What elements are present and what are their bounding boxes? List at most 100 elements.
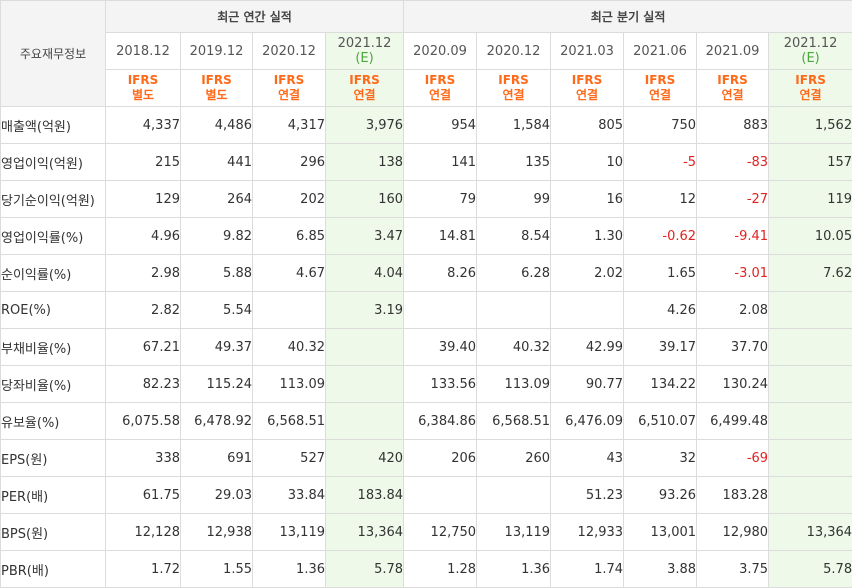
value-cell: 14.81 [404,218,477,255]
value-cell: 4,337 [106,107,181,144]
period-label: 2020.12 [262,44,316,59]
value-cell: 3.75 [697,551,769,588]
value-cell: 42.99 [551,329,624,366]
row-label: BPS(원) [1,514,106,551]
value-cell: 5.78 [326,551,404,588]
value-cell: 160 [326,181,404,218]
row-label: EPS(원) [1,440,106,477]
period-label: 2020.12 [487,44,541,59]
value-cell: 8.54 [477,218,551,255]
corner-header: 주요재무정보 [1,1,106,107]
value-cell: 3.88 [624,551,697,588]
period-header: 2021.06 [624,33,697,70]
value-cell: 13,001 [624,514,697,551]
period-header: 2020.09 [404,33,477,70]
value-cell [326,366,404,403]
value-cell: -27 [697,181,769,218]
value-cell: 4.96 [106,218,181,255]
value-cell: 4,317 [253,107,326,144]
value-cell: 1.30 [551,218,624,255]
period-header-row: 2018.12 2019.12 2020.12 2021.12(E) 2020.09 20… [1,33,852,70]
period-label: 2020.09 [413,44,467,59]
period-header: 2021.09 [697,33,769,70]
consolidation-type: 연결 [551,88,623,103]
value-cell: 12,980 [697,514,769,551]
value-cell: 115.24 [181,366,253,403]
value-cell: 6,476.09 [551,403,624,440]
value-cell [253,292,326,329]
value-cell: 1.74 [551,551,624,588]
value-cell: 49.37 [181,329,253,366]
value-cell: 954 [404,107,477,144]
value-cell [404,292,477,329]
row-label: 영업이익(억원) [1,144,106,181]
value-cell: 130.24 [697,366,769,403]
period-header: 2018.12 [106,33,181,70]
value-cell: 2.08 [697,292,769,329]
group-header-row: 주요재무정보 최근 연간 실적 최근 분기 실적 [1,1,852,33]
row-label: ROE(%) [1,292,106,329]
value-cell: 1.36 [253,551,326,588]
value-cell: 5.88 [181,255,253,292]
value-cell: 2.02 [551,255,624,292]
period-header: 2020.12 [253,33,326,70]
value-cell: 99 [477,181,551,218]
value-cell: 82.23 [106,366,181,403]
estimate-marker: (E) [326,51,403,66]
value-cell: 40.32 [477,329,551,366]
value-cell: 43 [551,440,624,477]
period-label: 2021.03 [560,44,614,59]
period-header: 2021.12(E) [769,33,852,70]
value-cell: -69 [697,440,769,477]
value-cell: 6,075.58 [106,403,181,440]
accounting-basis: IFRS [253,73,325,88]
value-cell: 3.19 [326,292,404,329]
value-cell: 420 [326,440,404,477]
value-cell [769,292,852,329]
value-cell: 691 [181,440,253,477]
value-cell: -0.62 [624,218,697,255]
row-label: 당기순이익(억원) [1,181,106,218]
value-cell [326,403,404,440]
period-header: 2020.12 [477,33,551,70]
value-cell: -83 [697,144,769,181]
value-cell: 6,568.51 [477,403,551,440]
value-cell: 750 [624,107,697,144]
value-cell: 134.22 [624,366,697,403]
value-cell: 3.47 [326,218,404,255]
annual-group-header: 최근 연간 실적 [106,1,404,33]
value-cell [769,403,852,440]
value-cell: 33.84 [253,477,326,514]
value-cell: 2.98 [106,255,181,292]
value-cell: 61.75 [106,477,181,514]
value-cell: 133.56 [404,366,477,403]
value-cell: 39.17 [624,329,697,366]
value-cell: 264 [181,181,253,218]
accounting-basis: IFRS [404,73,476,88]
row-label: 당좌비율(%) [1,366,106,403]
estimate-marker: (E) [769,51,852,66]
row-label: 영업이익률(%) [1,218,106,255]
value-cell: 13,364 [326,514,404,551]
value-cell: 4.04 [326,255,404,292]
value-cell: 1.55 [181,551,253,588]
period-label: 2021.06 [633,44,687,59]
period-label: 2019.12 [190,44,244,59]
value-cell: 29.03 [181,477,253,514]
consolidation-type: 연결 [697,88,768,103]
value-cell: 1.72 [106,551,181,588]
value-cell: 260 [477,440,551,477]
